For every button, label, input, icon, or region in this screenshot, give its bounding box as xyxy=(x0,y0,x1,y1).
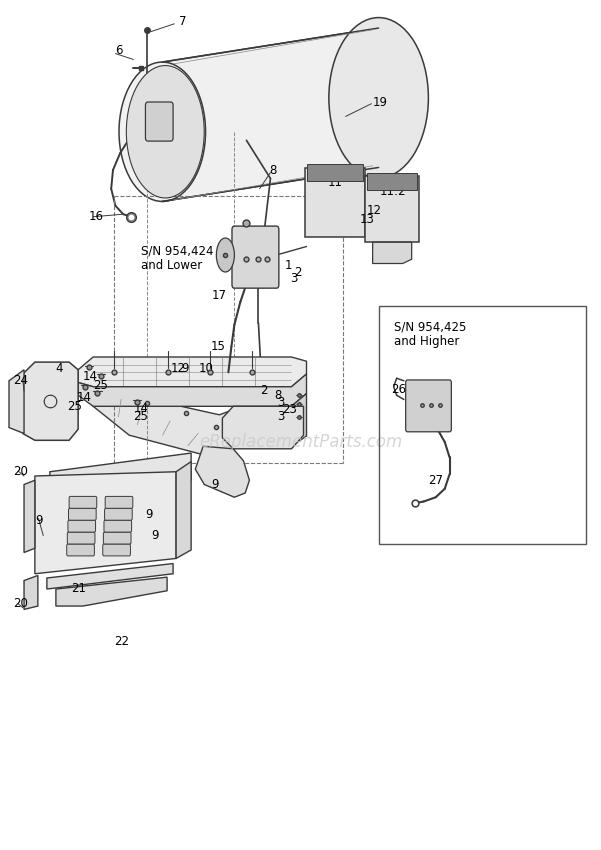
FancyBboxPatch shape xyxy=(145,102,173,141)
Text: 11:2: 11:2 xyxy=(380,184,406,198)
Text: 25: 25 xyxy=(133,410,148,423)
FancyBboxPatch shape xyxy=(103,532,131,544)
Text: and Higher: and Higher xyxy=(394,335,459,348)
Text: 28: 28 xyxy=(434,410,449,423)
Text: 24: 24 xyxy=(13,374,28,388)
Polygon shape xyxy=(291,394,307,446)
Ellipse shape xyxy=(119,62,206,201)
Text: 27: 27 xyxy=(428,473,443,487)
FancyBboxPatch shape xyxy=(232,226,279,288)
Text: 7: 7 xyxy=(179,14,186,28)
Text: 14: 14 xyxy=(77,391,92,405)
Text: 20: 20 xyxy=(13,597,28,610)
Text: 14: 14 xyxy=(133,401,148,415)
FancyBboxPatch shape xyxy=(105,496,133,508)
Text: 9: 9 xyxy=(35,513,42,527)
FancyBboxPatch shape xyxy=(104,520,132,532)
Ellipse shape xyxy=(126,65,204,198)
Polygon shape xyxy=(23,362,78,440)
Polygon shape xyxy=(47,564,173,589)
FancyBboxPatch shape xyxy=(105,508,132,520)
Polygon shape xyxy=(56,577,167,606)
Text: 8: 8 xyxy=(274,388,281,402)
Text: 4: 4 xyxy=(55,361,63,375)
Text: 19: 19 xyxy=(373,95,388,109)
Text: 8: 8 xyxy=(269,164,276,178)
FancyBboxPatch shape xyxy=(103,544,130,556)
Text: 6: 6 xyxy=(115,44,123,58)
Text: 3: 3 xyxy=(290,272,297,286)
Text: 15: 15 xyxy=(221,252,236,265)
Polygon shape xyxy=(78,374,307,406)
Polygon shape xyxy=(50,453,191,480)
FancyBboxPatch shape xyxy=(67,544,94,556)
Polygon shape xyxy=(24,480,35,552)
FancyBboxPatch shape xyxy=(367,173,417,190)
Polygon shape xyxy=(195,446,249,497)
Text: 25: 25 xyxy=(67,400,82,413)
FancyBboxPatch shape xyxy=(406,380,451,432)
Text: 10: 10 xyxy=(198,361,213,375)
Polygon shape xyxy=(373,242,412,264)
Polygon shape xyxy=(162,28,379,201)
Text: 9: 9 xyxy=(151,529,159,542)
Text: 3: 3 xyxy=(278,410,285,423)
Text: 16: 16 xyxy=(89,210,104,224)
Text: 26: 26 xyxy=(391,382,406,396)
Text: 1: 1 xyxy=(285,258,292,272)
Polygon shape xyxy=(9,370,24,434)
Polygon shape xyxy=(93,387,233,459)
Text: 13: 13 xyxy=(359,212,374,226)
Text: 9: 9 xyxy=(212,478,219,491)
Text: 11: 11 xyxy=(328,176,343,190)
Text: S/N 954,424: S/N 954,424 xyxy=(141,244,214,258)
Text: 9: 9 xyxy=(145,507,152,521)
Text: 17: 17 xyxy=(212,289,227,303)
Text: 22: 22 xyxy=(114,635,129,649)
Text: S/N 954,425: S/N 954,425 xyxy=(394,320,466,334)
FancyBboxPatch shape xyxy=(67,532,95,544)
Polygon shape xyxy=(222,406,304,449)
Text: 27: 27 xyxy=(428,394,443,408)
Text: 9: 9 xyxy=(182,361,189,375)
Text: 2: 2 xyxy=(260,384,267,398)
Text: 12: 12 xyxy=(171,361,186,375)
FancyBboxPatch shape xyxy=(307,164,363,181)
Ellipse shape xyxy=(329,18,429,178)
Polygon shape xyxy=(176,462,191,558)
Polygon shape xyxy=(78,357,307,387)
FancyBboxPatch shape xyxy=(305,168,365,237)
FancyBboxPatch shape xyxy=(68,520,96,532)
Polygon shape xyxy=(35,472,176,574)
Text: 25: 25 xyxy=(93,378,108,392)
Text: 2: 2 xyxy=(294,265,302,279)
FancyBboxPatch shape xyxy=(69,508,96,520)
Text: 23: 23 xyxy=(282,403,297,416)
Text: 18: 18 xyxy=(233,226,248,240)
Text: 12: 12 xyxy=(367,204,382,218)
Text: eReplacementParts.com: eReplacementParts.com xyxy=(199,433,402,451)
Text: and Lower: and Lower xyxy=(141,258,203,272)
FancyBboxPatch shape xyxy=(69,496,97,508)
Polygon shape xyxy=(24,575,38,609)
FancyBboxPatch shape xyxy=(365,176,419,242)
Text: 21: 21 xyxy=(71,581,86,595)
Text: 20: 20 xyxy=(13,465,28,479)
Text: 3: 3 xyxy=(278,396,285,410)
Text: 15: 15 xyxy=(210,340,225,354)
Text: 14: 14 xyxy=(82,370,97,383)
Ellipse shape xyxy=(216,238,234,272)
